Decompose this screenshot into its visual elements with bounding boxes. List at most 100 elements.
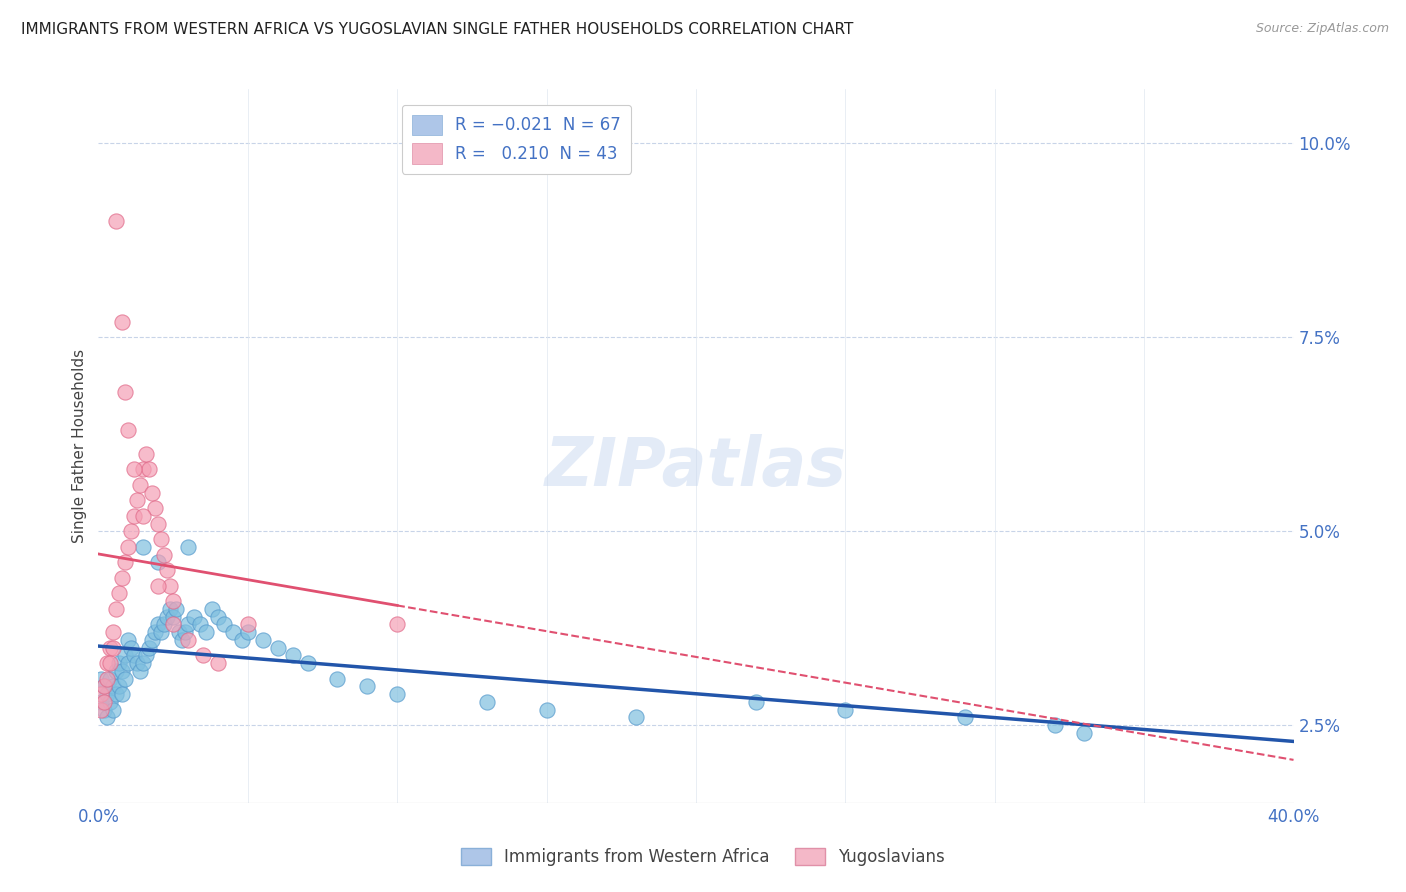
Point: [103, 703, 125, 717]
Legend: R = −0.021  N = 67, R =   0.210  N = 43: R = −0.021 N = 67, R = 0.210 N = 43: [402, 104, 631, 174]
Point: [172, 632, 194, 647]
Point: [159, 602, 181, 616]
Point: [127, 493, 149, 508]
Point: [90, 695, 112, 709]
Point: [385, 687, 409, 701]
Point: [183, 609, 205, 624]
Point: [90, 672, 112, 686]
Point: [103, 625, 125, 640]
Point: [148, 617, 170, 632]
Point: [108, 680, 131, 694]
Point: [297, 656, 319, 670]
Point: [385, 617, 409, 632]
Point: [159, 579, 181, 593]
Point: [114, 672, 136, 686]
Point: [120, 640, 142, 655]
Point: [124, 648, 146, 663]
Point: [93, 703, 115, 717]
Point: [132, 540, 155, 554]
Text: ZIPatlas: ZIPatlas: [546, 434, 846, 500]
Point: [267, 640, 290, 655]
Point: [117, 540, 139, 554]
Point: [96, 656, 118, 670]
Point: [150, 625, 173, 640]
Point: [114, 648, 136, 663]
Point: [1043, 718, 1066, 732]
Point: [96, 710, 118, 724]
Point: [96, 687, 118, 701]
Text: Source: ZipAtlas.com: Source: ZipAtlas.com: [1256, 22, 1389, 36]
Point: [108, 586, 131, 600]
Point: [231, 632, 253, 647]
Point: [105, 602, 128, 616]
Point: [143, 501, 166, 516]
Point: [117, 424, 139, 438]
Point: [536, 703, 558, 717]
Point: [103, 680, 125, 694]
Point: [114, 555, 136, 569]
Point: [124, 462, 146, 476]
Point: [132, 462, 155, 476]
Point: [1073, 726, 1095, 740]
Y-axis label: Single Father Households: Single Father Households: [72, 349, 87, 543]
Point: [124, 508, 146, 523]
Point: [96, 672, 118, 686]
Point: [626, 710, 648, 724]
Point: [207, 656, 229, 670]
Point: [103, 640, 125, 655]
Point: [188, 617, 211, 632]
Point: [141, 485, 163, 500]
Point: [153, 548, 176, 562]
Point: [111, 687, 134, 701]
Point: [156, 563, 179, 577]
Point: [90, 687, 112, 701]
Point: [150, 532, 173, 546]
Point: [141, 632, 163, 647]
Point: [475, 695, 498, 709]
Point: [177, 540, 200, 554]
Point: [236, 617, 259, 632]
Point: [132, 508, 155, 523]
Text: IMMIGRANTS FROM WESTERN AFRICA VS YUGOSLAVIAN SINGLE FATHER HOUSEHOLDS CORRELATI: IMMIGRANTS FROM WESTERN AFRICA VS YUGOSL…: [21, 22, 853, 37]
Point: [236, 625, 259, 640]
Point: [148, 516, 170, 531]
Point: [90, 703, 112, 717]
Point: [156, 609, 179, 624]
Point: [111, 315, 134, 329]
Point: [111, 664, 134, 678]
Point: [114, 384, 136, 399]
Point: [98, 672, 122, 686]
Point: [120, 524, 142, 539]
Legend: Immigrants from Western Africa, Yugoslavians: Immigrants from Western Africa, Yugoslav…: [454, 841, 952, 873]
Point: [143, 625, 166, 640]
Point: [953, 710, 976, 724]
Point: [165, 602, 187, 616]
Point: [252, 632, 274, 647]
Point: [162, 594, 184, 608]
Point: [129, 664, 152, 678]
Point: [162, 617, 184, 632]
Point: [98, 695, 122, 709]
Point: [162, 609, 184, 624]
Point: [201, 602, 224, 616]
Point: [105, 664, 128, 678]
Point: [129, 477, 152, 491]
Point: [135, 648, 157, 663]
Point: [117, 632, 139, 647]
Point: [105, 687, 128, 701]
Point: [127, 656, 149, 670]
Point: [212, 617, 235, 632]
Point: [132, 656, 155, 670]
Point: [98, 656, 122, 670]
Point: [177, 617, 200, 632]
Point: [191, 648, 214, 663]
Point: [105, 214, 128, 228]
Point: [195, 625, 218, 640]
Point: [222, 625, 245, 640]
Point: [117, 656, 139, 670]
Point: [111, 571, 134, 585]
Point: [834, 703, 856, 717]
Point: [148, 555, 170, 569]
Point: [153, 617, 176, 632]
Point: [108, 656, 131, 670]
